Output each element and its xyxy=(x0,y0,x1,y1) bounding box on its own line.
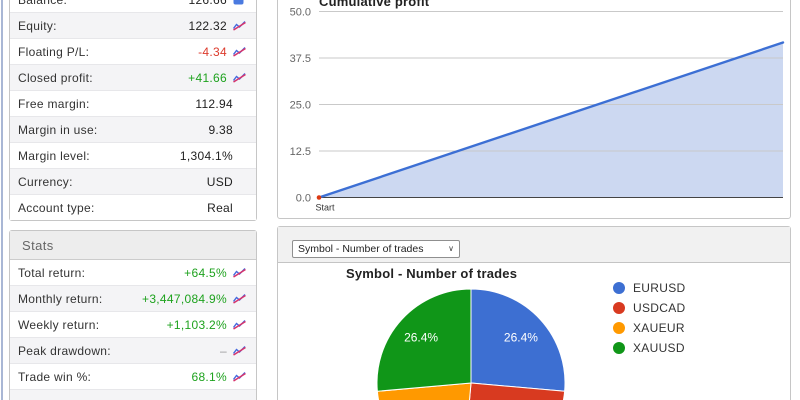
legend-label: EURUSD xyxy=(633,281,686,295)
row-value: USD xyxy=(206,174,233,189)
table-row-account-type: Account type: Real xyxy=(10,194,256,220)
legend-dot-icon xyxy=(613,342,625,354)
row-label: Trade win %: xyxy=(18,369,92,384)
trades-panel-header: Symbol - Number of trades ∨ xyxy=(278,227,790,263)
row-label: Free margin: xyxy=(18,96,90,111)
row-label: Currency: xyxy=(18,174,73,189)
row-value: 122.32 xyxy=(188,18,227,33)
sparkline-icon[interactable] xyxy=(233,72,246,83)
legend-dot-icon xyxy=(613,322,625,334)
stats-panel-header: Stats xyxy=(10,231,256,260)
sparkline-icon[interactable] xyxy=(233,20,246,31)
legend-dot-icon xyxy=(613,282,625,294)
chevron-down-icon: ∨ xyxy=(448,244,454,253)
sparkline-icon[interactable] xyxy=(233,267,246,278)
row-value: +1,103.2% xyxy=(166,317,227,332)
row-label: Peak drawdown: xyxy=(18,343,111,358)
page-left-edge-line xyxy=(1,0,3,400)
row-value: 126.66 xyxy=(188,0,227,7)
cumulative-profit-panel: Cumulative profit 0.0 12.5 25.0 37.5 50.0 Sta… xyxy=(277,0,791,219)
sparkline-icon[interactable] xyxy=(233,319,246,330)
svg-text:26.4%: 26.4% xyxy=(404,330,438,344)
table-row-monthly-return: Monthly return: +3,447,084.9% xyxy=(10,285,256,311)
row-value: 112.94 xyxy=(195,96,233,111)
svg-text:0.0: 0.0 xyxy=(296,193,311,205)
pie-legend: EURUSD USDCAD XAUEUR XAUUSD xyxy=(613,278,685,358)
legend-item-eurusd[interactable]: EURUSD xyxy=(613,278,685,298)
row-label: Monthly return: xyxy=(18,291,103,306)
row-value: Real xyxy=(207,200,233,215)
row-label: Closed profit: xyxy=(18,70,93,85)
row-label: Equity: xyxy=(18,18,57,33)
chart-type-select-value: Symbol - Number of trades xyxy=(298,243,424,255)
stats-rows: Total return: +64.5% Monthly return: +3,… xyxy=(10,260,256,400)
table-row-margin-in-use: Margin in use: 9.38 xyxy=(10,116,256,142)
chart-type-select[interactable]: Symbol - Number of trades ∨ xyxy=(292,240,460,258)
legend-item-xauusd[interactable]: XAUUSD xyxy=(613,338,685,358)
stats-panel: Stats Total return: +64.5% Monthly retur… xyxy=(9,230,257,400)
row-label: Balance: xyxy=(18,0,67,7)
table-row-floating-pl: Floating P/L: -4.34 xyxy=(10,38,256,64)
svg-text:12.5: 12.5 xyxy=(290,146,311,158)
svg-text:26.4%: 26.4% xyxy=(504,330,538,344)
chart-blue-icon[interactable] xyxy=(233,0,246,5)
account-rows: Balance: 126.66 Equity: 122.32 Floating … xyxy=(10,0,256,220)
stats-panel-title: Stats xyxy=(22,237,54,253)
cumulative-profit-title: Cumulative profit xyxy=(319,0,430,9)
pie-chart-title: Symbol - Number of trades xyxy=(346,266,518,281)
legend-dot-icon xyxy=(613,302,625,314)
legend-label: XAUUSD xyxy=(633,341,685,355)
table-row-peak-drawdown: Peak drawdown: – xyxy=(10,337,256,363)
table-row-currency: Currency: USD xyxy=(10,168,256,194)
table-row-closed-profit: Closed profit: +41.66 xyxy=(10,64,256,90)
table-row-weekly-return: Weekly return: +1,103.2% xyxy=(10,311,256,337)
legend-item-xaueur[interactable]: XAUEUR xyxy=(613,318,685,338)
svg-text:Start: Start xyxy=(315,203,335,213)
sparkline-icon[interactable] xyxy=(233,46,246,57)
row-value: 9.38 xyxy=(208,122,233,137)
row-value: – xyxy=(220,343,227,358)
table-row-partial xyxy=(10,389,256,400)
account-info-panel: Balance: 126.66 Equity: 122.32 Floating … xyxy=(9,0,257,221)
svg-text:50.0: 50.0 xyxy=(290,7,311,19)
table-row-free-margin: Free margin: 112.94 xyxy=(10,90,256,116)
row-label: Weekly return: xyxy=(18,317,100,332)
table-row-trade-win: Trade win %: 68.1% xyxy=(10,363,256,389)
row-label: Total return: xyxy=(18,265,86,280)
table-row-total-return: Total return: +64.5% xyxy=(10,260,256,285)
row-label: Floating P/L: xyxy=(18,44,90,59)
svg-text:25.0: 25.0 xyxy=(290,100,311,112)
table-row-equity: Equity: 122.32 xyxy=(10,12,256,38)
row-value: +3,447,084.9% xyxy=(142,291,227,306)
legend-label: XAUEUR xyxy=(633,321,685,335)
row-value: +41.66 xyxy=(188,70,227,85)
row-value: +64.5% xyxy=(184,265,227,280)
row-value: 1,304.1% xyxy=(179,148,233,163)
sparkline-icon[interactable] xyxy=(233,371,246,382)
row-label: Account type: xyxy=(18,200,95,215)
svg-text:37.5: 37.5 xyxy=(290,53,311,65)
row-label: Margin in use: xyxy=(18,122,98,137)
trades-pie-chart: 26.4%25.0%22.2%26.4% xyxy=(376,288,566,400)
legend-label: USDCAD xyxy=(633,301,686,315)
cumulative-profit-chart: 0.0 12.5 25.0 37.5 50.0 Start xyxy=(290,7,785,213)
row-label: Margin level: xyxy=(18,148,90,163)
sparkline-icon[interactable] xyxy=(233,293,246,304)
row-value: 68.1% xyxy=(191,369,227,384)
trades-by-symbol-panel: Symbol - Number of trades ∨ Symbol - Num… xyxy=(277,226,791,400)
table-row-balance: Balance: 126.66 xyxy=(10,0,256,12)
sparkline-icon[interactable] xyxy=(233,345,246,356)
table-row-margin-level: Margin level: 1,304.1% xyxy=(10,142,256,168)
row-value: -4.34 xyxy=(198,44,227,59)
legend-item-usdcad[interactable]: USDCAD xyxy=(613,298,685,318)
